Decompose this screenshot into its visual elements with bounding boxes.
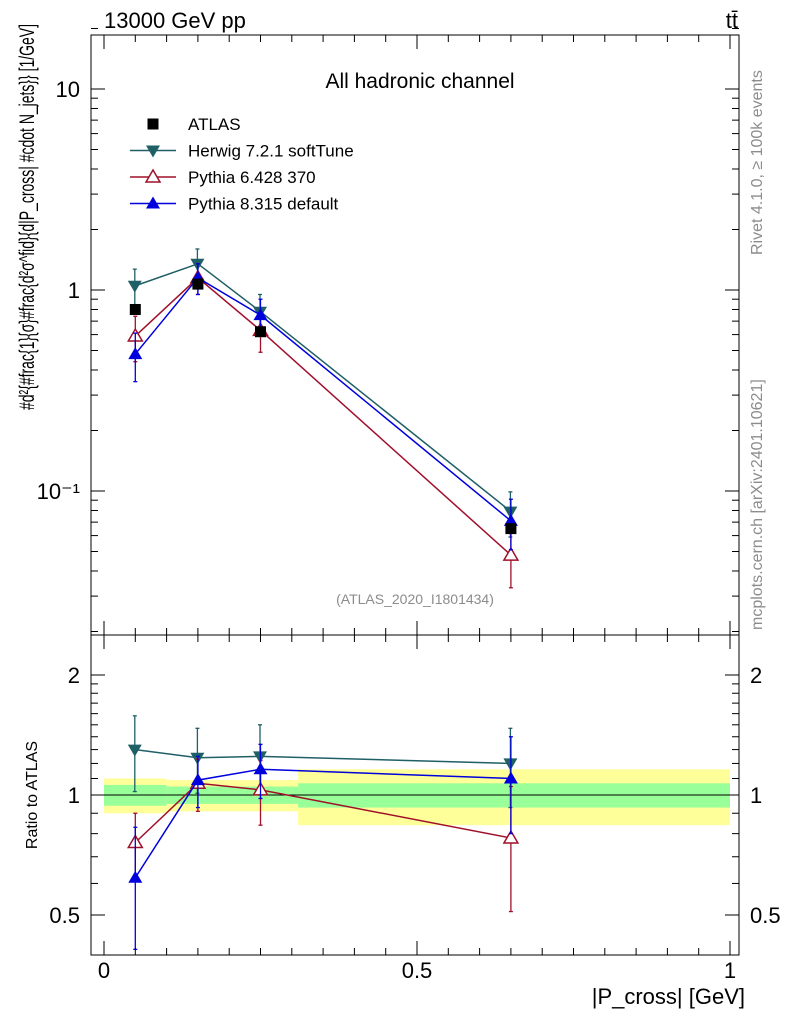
ratio-pythia-6-428-370-point [502,829,520,844]
main-panel: 10⁻¹ 1 10 All hadronic channel (ATLAS_2020… [16,24,740,636]
main-pythia-6-428-370-point [502,546,520,561]
main-herwig-7-2-1-softtune-line [135,262,512,513]
legend-marker [146,145,160,158]
analysis-label: (ATLAS_2020_I1801434) [336,591,494,607]
main-pythia-8-315-default-point [503,513,518,526]
main-pythia-6-428-370-line [134,276,512,556]
main-atlas-point [192,278,204,290]
main-series-layer [126,248,520,589]
legend-label: ATLAS [188,115,241,134]
legend-marker [147,118,159,130]
ratio-y-tick-label-right: 1 [750,783,762,808]
main-y-tick-label: 1 [68,278,80,303]
main-herwig-7-2-1-softtune-point [127,280,142,293]
main-atlas-point [255,326,266,338]
ratio-x-tick-label: 1 [724,958,736,983]
legend-label: Herwig 7.2.1 softTune [188,142,354,161]
main-y-tick-label: 10 [56,77,80,102]
ratio-y-axis-label: Ratio to ATLAS [24,741,41,849]
main-atlas-point [129,303,141,315]
legend-label: Pythia 6.428 370 [188,168,316,187]
ratio-pythia-8-315-default-line [134,768,511,879]
ratio-pythia-8-315-default-point [190,773,205,786]
rivet-label: Rivet 4.1.0, ≥ 100k events [749,70,766,255]
main-pythia-8-315-default-point [253,308,268,321]
ratio-pythia-8-315-default-point [128,870,143,883]
mcplots-label: mcplots.cern.ch [arXiv:2401.10621] [749,379,766,630]
ratio-tick-layer: 0.5 0.5 1 1 2 2 0 0.5 1 [49,635,781,983]
ratio-x-tick-label: 0.5 [402,958,433,983]
legend-marker [144,168,162,183]
ratio-pythia-6-428-370-line [134,782,512,844]
ratio-y-tick-label: 2 [68,663,80,688]
ratio-pythia-8-315-default-point [503,771,518,784]
process-label: tt̄ [726,8,738,33]
main-tick-layer: 10⁻¹ 1 10 [37,27,739,635]
ratio-x-tick-label: 0 [98,958,110,983]
ratio-y-tick-label-right: 2 [750,663,762,688]
main-pythia-8-315-default-line [134,276,512,522]
main-y-axis-label: #d²{#frac{1}{σ}#frac{d²σ^fid}{d|P_cross|… [16,24,39,410]
chart-title: All hadronic channel [325,70,514,93]
ratio-y-tick-label-right: 0.5 [750,903,781,928]
ratio-herwig-7-2-1-softtune-point [127,744,142,757]
ratio-panel: 0.5 0.5 1 1 2 2 0 0.5 1 Ratio to ATLAS |P_cross|… [24,634,781,1009]
main-y-tick-label: 10⁻¹ [37,479,80,504]
ratio-series-layer [126,715,520,951]
legend-marker [146,196,160,209]
ratio-y-tick-label: 1 [68,783,80,808]
x-axis-label: |P_cross| [GeV] [592,984,745,1009]
main-atlas-point [505,523,517,535]
legend-label: Pythia 8.315 default [188,195,339,214]
main-pythia-8-315-default-point [128,347,143,360]
ratio-herwig-7-2-1-softtune-line [135,748,511,765]
ratio-pythia-8-315-default-point [253,762,268,775]
legend: ATLAS Herwig 7.2.1 softTune Pythia 6.428 3… [130,115,354,214]
ratio-y-tick-label: 0.5 [49,903,80,928]
energy-label: 13000 GeV pp [104,8,246,33]
